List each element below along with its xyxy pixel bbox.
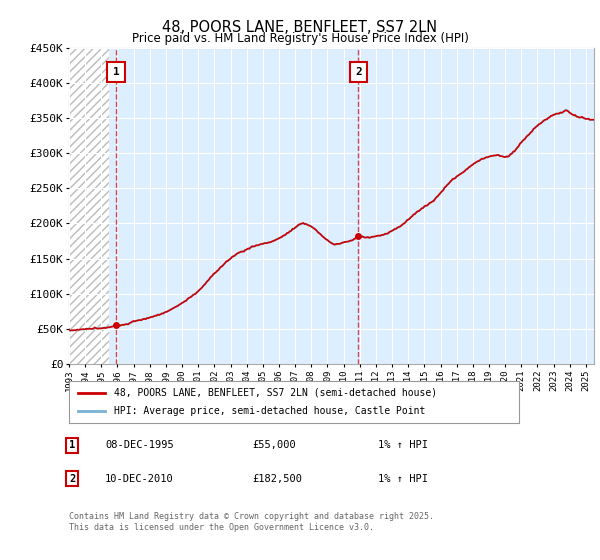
Text: £55,000: £55,000 (252, 440, 296, 450)
Text: 1: 1 (69, 440, 75, 450)
Text: 2: 2 (69, 474, 75, 484)
Bar (69, 48, 109, 364)
Text: Contains HM Land Registry data © Crown copyright and database right 2025.
This d: Contains HM Land Registry data © Crown c… (69, 512, 434, 532)
FancyBboxPatch shape (350, 62, 367, 82)
FancyBboxPatch shape (107, 62, 125, 82)
Text: 48, POORS LANE, BENFLEET, SS7 2LN: 48, POORS LANE, BENFLEET, SS7 2LN (163, 20, 437, 35)
Text: 08-DEC-1995: 08-DEC-1995 (105, 440, 174, 450)
Text: 48, POORS LANE, BENFLEET, SS7 2LN (semi-detached house): 48, POORS LANE, BENFLEET, SS7 2LN (semi-… (114, 388, 437, 398)
Text: HPI: Average price, semi-detached house, Castle Point: HPI: Average price, semi-detached house,… (114, 406, 425, 416)
Text: Price paid vs. HM Land Registry's House Price Index (HPI): Price paid vs. HM Land Registry's House … (131, 32, 469, 45)
Text: 10-DEC-2010: 10-DEC-2010 (105, 474, 174, 484)
Text: 1% ↑ HPI: 1% ↑ HPI (378, 440, 428, 450)
Text: 1% ↑ HPI: 1% ↑ HPI (378, 474, 428, 484)
Text: £182,500: £182,500 (252, 474, 302, 484)
Text: 2: 2 (355, 67, 362, 77)
Text: 1: 1 (113, 67, 119, 77)
